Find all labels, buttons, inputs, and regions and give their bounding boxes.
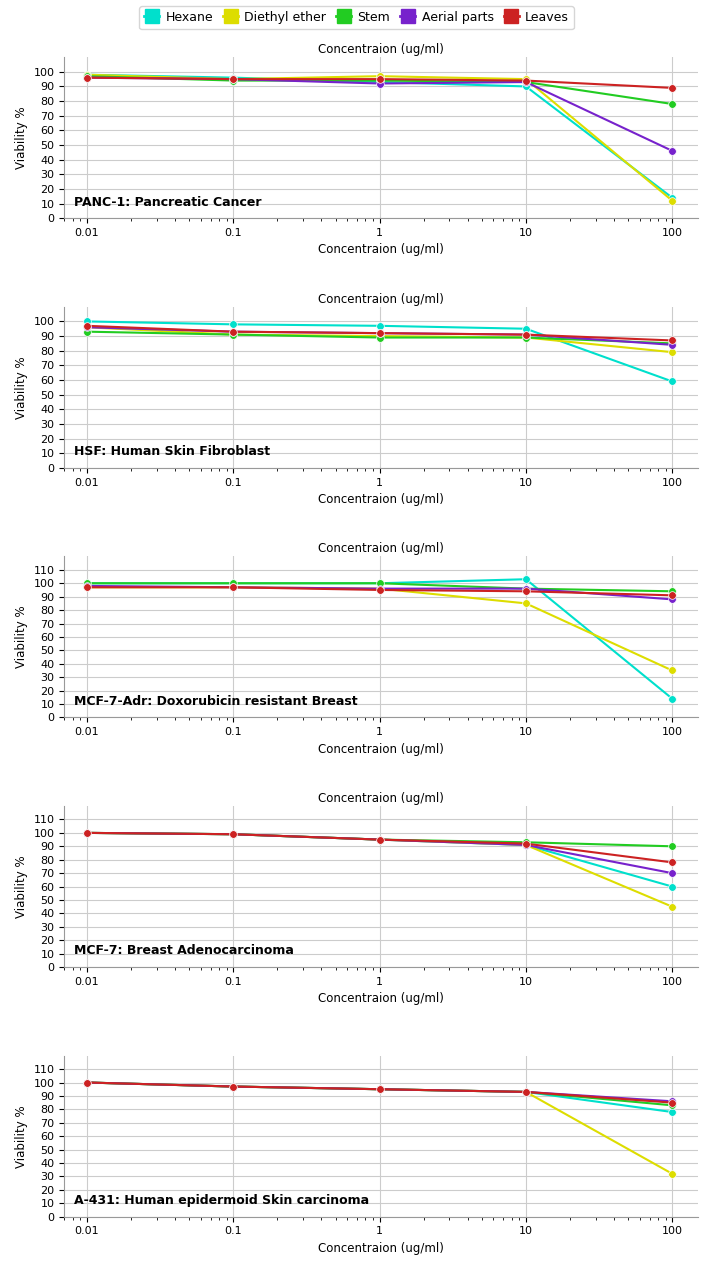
- Text: A-431: Human epidermoid Skin carcinoma: A-431: Human epidermoid Skin carcinoma: [73, 1194, 369, 1206]
- Text: MCF-7-Adr: Doxorubicin resistant Breast: MCF-7-Adr: Doxorubicin resistant Breast: [73, 695, 357, 707]
- X-axis label: Concentraion (ug/ml): Concentraion (ug/ml): [318, 743, 444, 756]
- X-axis label: Concentraion (ug/ml): Concentraion (ug/ml): [318, 244, 444, 257]
- Y-axis label: Viability %: Viability %: [15, 356, 28, 419]
- X-axis label: Concentraion (ug/ml): Concentraion (ug/ml): [318, 992, 444, 1006]
- Text: MCF-7: Breast Adenocarcinoma: MCF-7: Breast Adenocarcinoma: [73, 945, 294, 958]
- Y-axis label: Viability %: Viability %: [15, 107, 28, 169]
- Y-axis label: Viability %: Viability %: [15, 606, 28, 668]
- Title: Concentraion (ug/ml): Concentraion (ug/ml): [318, 792, 444, 805]
- Y-axis label: Viability %: Viability %: [15, 1105, 28, 1167]
- X-axis label: Concentraion (ug/ml): Concentraion (ug/ml): [318, 493, 444, 507]
- Text: PANC-1: Pancreatic Cancer: PANC-1: Pancreatic Cancer: [73, 196, 261, 208]
- Y-axis label: Viability %: Viability %: [15, 855, 28, 918]
- Text: HSF: Human Skin Fibroblast: HSF: Human Skin Fibroblast: [73, 446, 270, 458]
- Title: Concentraion (ug/ml): Concentraion (ug/ml): [318, 43, 444, 56]
- Title: Concentraion (ug/ml): Concentraion (ug/ml): [318, 542, 444, 555]
- Title: Concentraion (ug/ml): Concentraion (ug/ml): [318, 292, 444, 306]
- Legend: Hexane, Diethyl ether, Stem, Aerial parts, Leaves: Hexane, Diethyl ether, Stem, Aerial part…: [139, 6, 574, 29]
- X-axis label: Concentraion (ug/ml): Concentraion (ug/ml): [318, 1242, 444, 1255]
